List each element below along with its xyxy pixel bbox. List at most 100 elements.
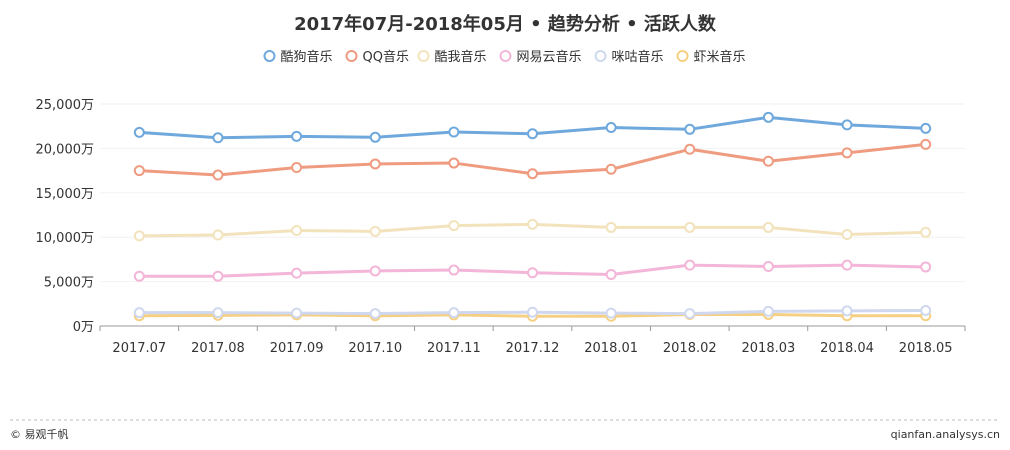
y-axis: 0万 5,000万 10,000万 15,000万 20,000万 25,000万 — [36, 98, 95, 335]
data-point — [684, 123, 696, 135]
data-point — [527, 306, 538, 318]
footer-url: qianfan.analysys.cn — [891, 428, 1000, 441]
data-point — [212, 132, 224, 144]
x-tick-label: 2017.09 — [270, 341, 324, 356]
legend-marker — [345, 50, 358, 62]
series — [133, 304, 932, 320]
data-point — [527, 218, 538, 230]
y-tick-label: 15,000万 — [36, 187, 95, 202]
x-tick-label: 2018.05 — [899, 341, 953, 356]
legend-item: 虾米音乐 — [676, 49, 746, 65]
data-point — [841, 229, 853, 241]
legend-label: 酷我音乐 — [435, 49, 487, 65]
x-tick-label: 2017.12 — [506, 341, 560, 356]
series — [133, 138, 932, 181]
y-tick-label: 25,000万 — [36, 98, 95, 113]
x-tick-label: 2018.02 — [663, 341, 717, 356]
x-axis: 2017.07 2017.08 2017.09 2017.10 2017.11 2017.… — [99, 325, 966, 356]
data-point — [684, 259, 696, 271]
data-point — [527, 267, 538, 279]
x-tick-label: 2018.01 — [584, 341, 638, 356]
data-point — [762, 305, 774, 317]
data-point — [212, 307, 224, 319]
data-point — [133, 165, 145, 177]
legend-item: 酷我音乐 — [417, 49, 487, 65]
series — [133, 218, 932, 242]
legend-marker — [676, 50, 689, 62]
legend-item: 咪咕音乐 — [594, 49, 664, 65]
data-point — [291, 267, 303, 279]
legend: 酷狗音乐 QQ音乐 酷我音乐 网易云音乐 咪咕音乐 虾米音乐 — [263, 49, 746, 65]
data-point — [448, 264, 460, 276]
data-point — [133, 126, 145, 138]
x-tick-label: 2018.04 — [820, 341, 874, 356]
legend-label: 酷狗音乐 — [281, 49, 333, 65]
data-point — [212, 270, 224, 282]
grid — [100, 103, 965, 283]
data-point — [762, 221, 774, 233]
data-point — [841, 259, 853, 271]
data-point — [212, 229, 224, 241]
data-point — [762, 261, 774, 273]
data-point — [605, 122, 617, 134]
data-point — [841, 305, 853, 317]
y-tick-label: 10,000万 — [36, 231, 95, 246]
data-point — [762, 111, 774, 123]
legend-item: 酷狗音乐 — [263, 49, 333, 65]
data-point — [212, 169, 224, 181]
data-point — [133, 270, 145, 282]
data-point — [369, 225, 381, 237]
data-point — [291, 161, 303, 173]
legend-item: QQ音乐 — [345, 49, 409, 65]
data-point — [448, 220, 460, 232]
legend-label: 咪咕音乐 — [612, 49, 664, 65]
x-tick-label: 2017.11 — [427, 341, 481, 356]
data-point — [291, 307, 303, 319]
data-point — [448, 307, 460, 319]
legend-label: 网易云音乐 — [517, 49, 582, 65]
data-point — [605, 163, 617, 175]
data-point — [841, 119, 853, 131]
data-point — [605, 221, 617, 233]
footer-brand: © 易观千帆 — [10, 427, 69, 441]
x-tick-label: 2018.03 — [742, 341, 796, 356]
data-point — [684, 143, 696, 155]
legend-marker — [417, 50, 430, 62]
chart-title: 2017年07月-2018年05月 • 趋势分析 • 活跃人数 — [294, 13, 717, 35]
data-point — [527, 128, 538, 140]
data-point — [684, 221, 696, 233]
data-point — [920, 261, 932, 273]
legend-marker — [594, 50, 607, 62]
legend-marker — [263, 50, 276, 62]
plot-area — [133, 111, 932, 322]
data-point — [133, 230, 145, 242]
data-point — [527, 168, 538, 180]
data-point — [448, 126, 460, 138]
data-point — [448, 157, 460, 169]
data-point — [369, 308, 381, 320]
data-point — [291, 130, 303, 142]
series — [133, 259, 932, 282]
data-point — [841, 147, 853, 159]
data-point — [920, 226, 932, 238]
data-point — [291, 225, 303, 237]
data-point — [920, 304, 932, 316]
data-point — [762, 155, 774, 167]
data-point — [369, 131, 381, 143]
y-tick-label: 20,000万 — [36, 142, 95, 157]
data-point — [920, 138, 932, 150]
data-point — [605, 307, 617, 319]
legend-label: QQ音乐 — [363, 49, 409, 65]
x-tick-label: 2017.10 — [348, 341, 402, 356]
x-tick-label: 2017.08 — [191, 341, 245, 356]
data-point — [369, 158, 381, 170]
legend-item: 网易云音乐 — [499, 49, 582, 65]
data-point — [133, 307, 145, 319]
data-point — [920, 122, 932, 134]
data-point — [369, 265, 381, 277]
data-point — [605, 268, 617, 280]
data-point — [684, 308, 696, 320]
x-tick-label: 2017.07 — [112, 341, 166, 356]
legend-label: 虾米音乐 — [694, 49, 746, 65]
